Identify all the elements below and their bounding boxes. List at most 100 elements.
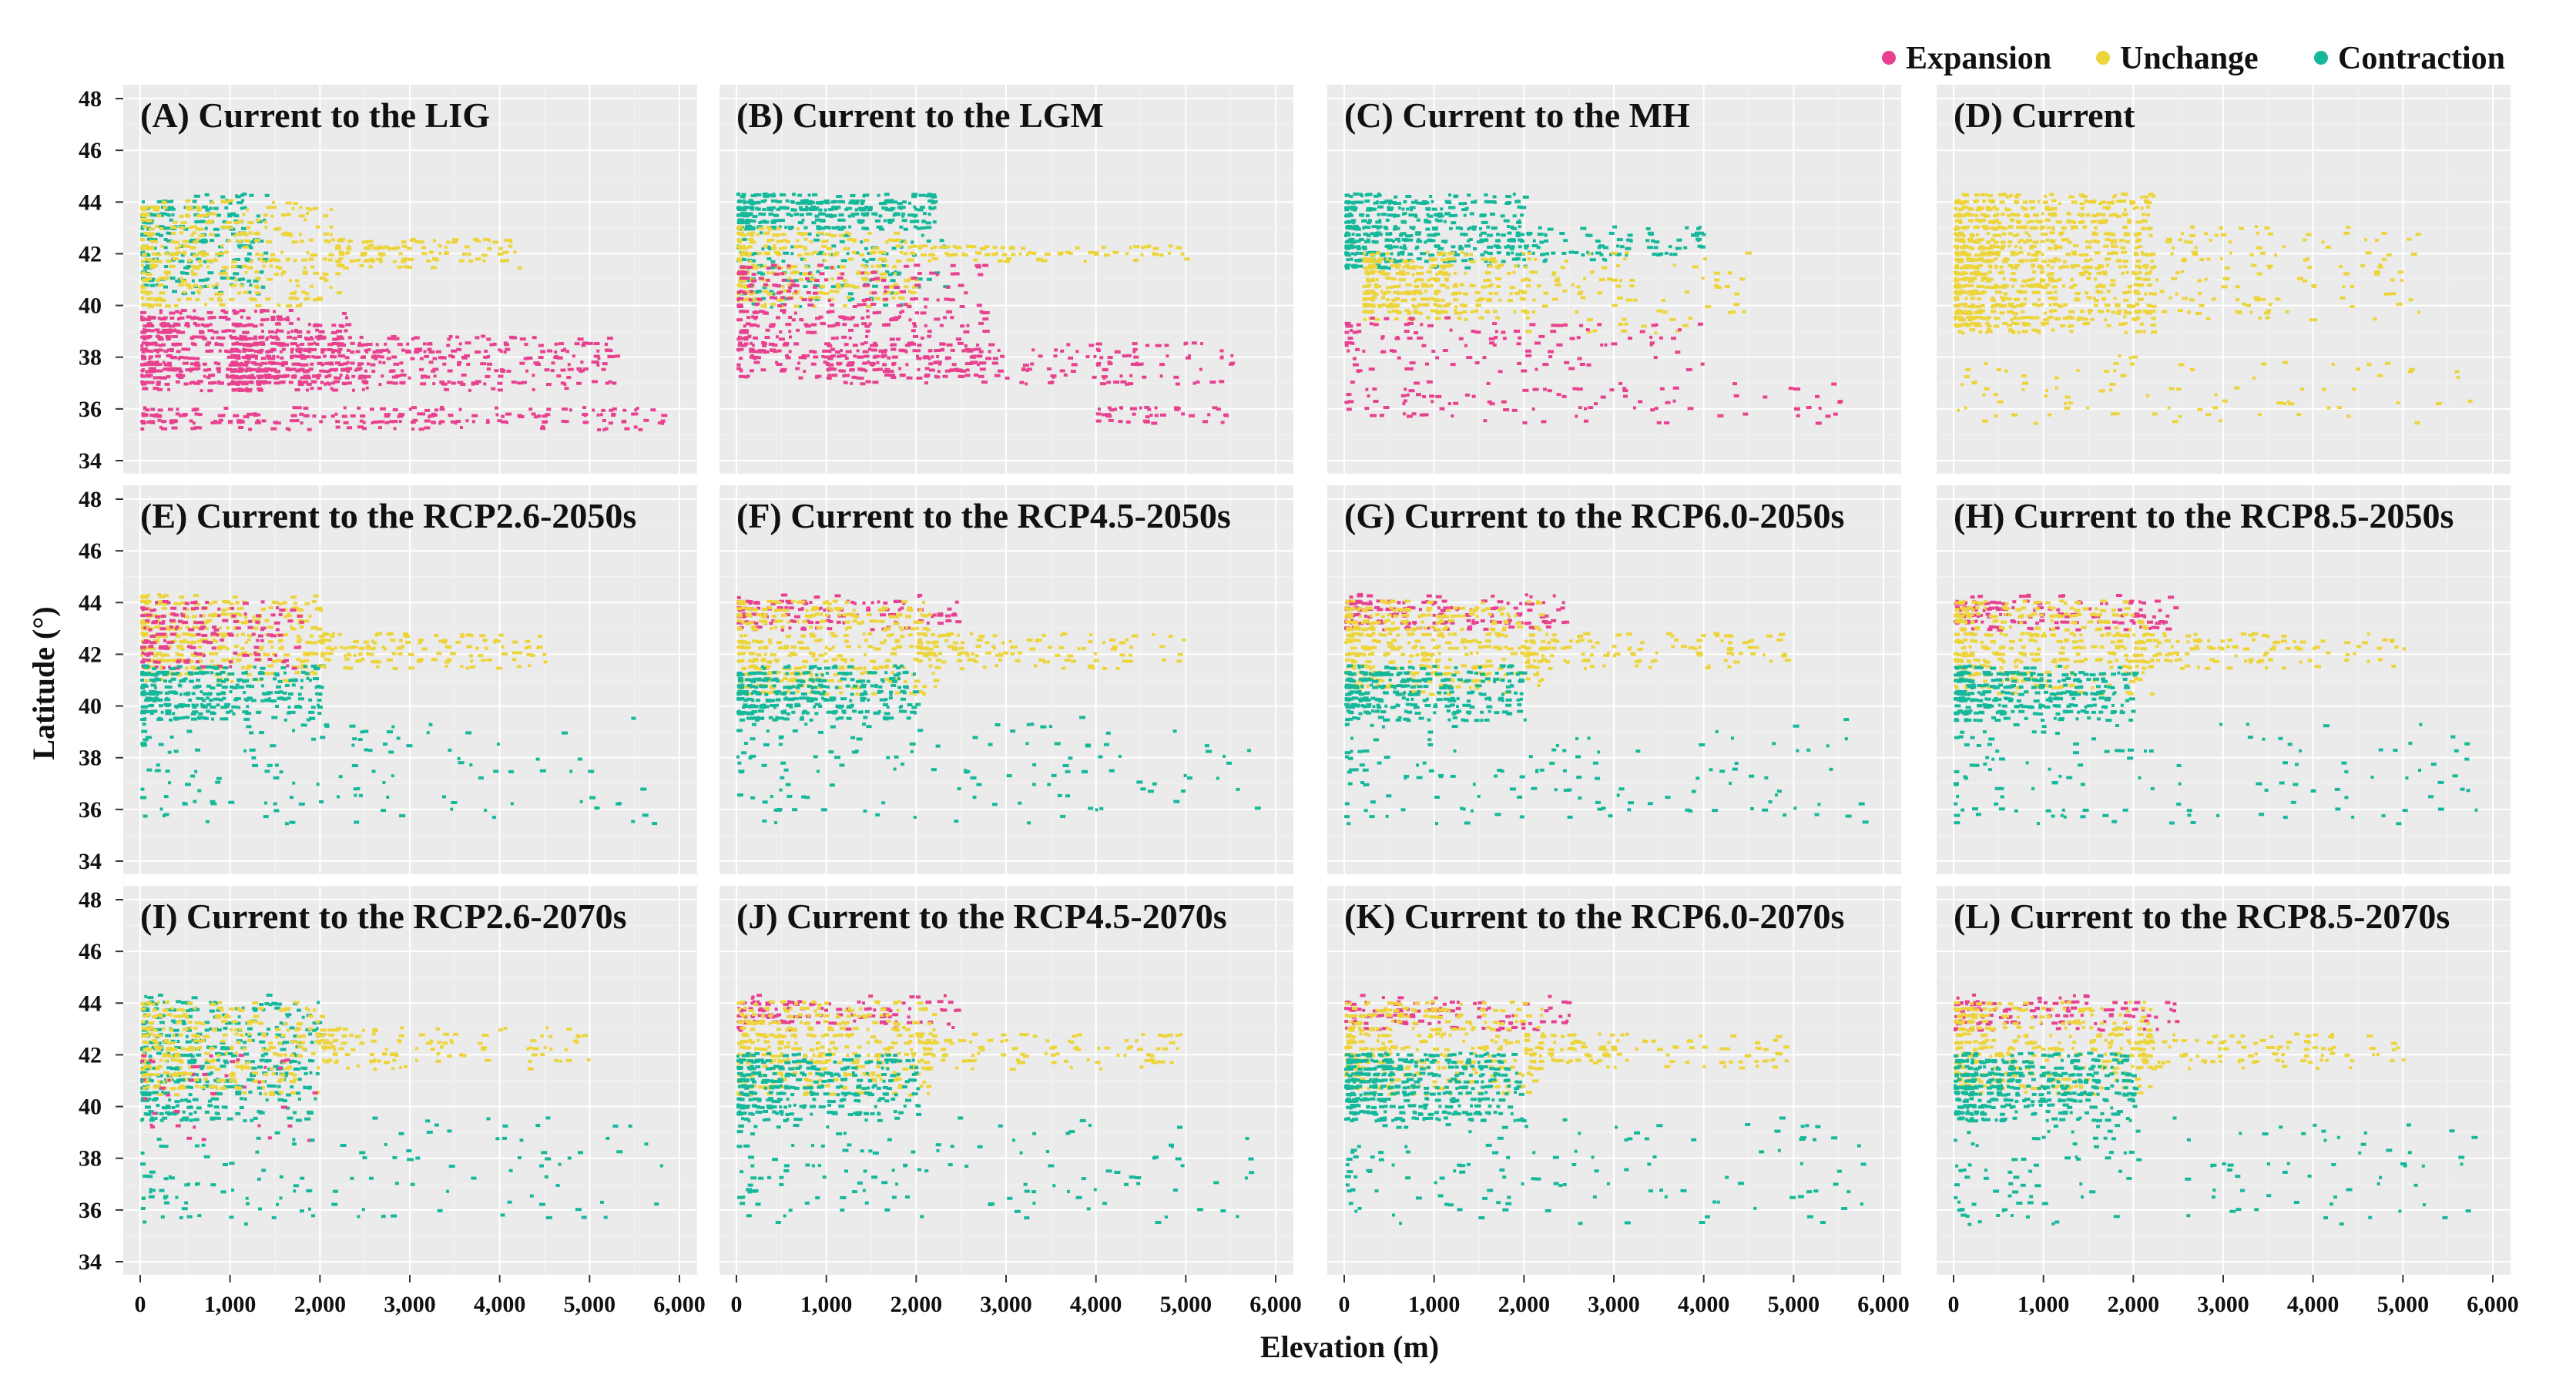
point-contraction [772,265,777,269]
point-expansion [238,420,245,424]
point-unchange [335,272,341,276]
point-contraction [765,194,770,198]
point-expansion [346,348,351,352]
point-unchange [1419,311,1424,315]
point-expansion [832,324,837,327]
point-expansion [946,310,952,313]
point-unchange [1526,284,1531,288]
point-expansion [660,419,666,423]
point-contraction [860,202,864,206]
point-expansion [532,374,535,377]
point-contraction [860,240,864,244]
point-expansion [273,361,279,365]
point-expansion [1503,408,1510,411]
point-expansion [447,381,451,384]
point-expansion [197,317,201,320]
point-unchange [1414,279,1417,283]
point-expansion [1447,402,1451,406]
point-unchange [2053,246,2058,250]
point-expansion [142,387,149,391]
point-expansion [870,348,877,352]
point-expansion [876,310,881,314]
point-unchange [984,245,990,249]
point-expansion [384,413,391,417]
point-contraction [1509,246,1514,250]
point-expansion [176,350,181,354]
point-unchange [1380,272,1385,276]
point-unchange [2007,232,2013,236]
point-unchange [1587,318,1593,322]
point-unchange [1589,270,1595,274]
point-expansion [280,356,284,360]
point-contraction [823,199,830,203]
point-contraction [770,206,776,210]
point-expansion [323,370,330,374]
point-expansion [538,344,544,347]
point-contraction [204,226,208,230]
point-expansion [271,375,277,379]
point-unchange [1390,264,1395,268]
point-expansion [146,421,151,424]
point-expansion [313,341,317,345]
point-expansion [544,368,550,372]
point-unchange [502,250,509,254]
point-contraction [1409,206,1416,210]
point-expansion [156,350,159,354]
point-expansion [224,316,228,319]
point-unchange [1005,257,1011,260]
point-expansion [884,290,887,293]
point-contraction [164,199,171,203]
point-contraction [1347,220,1352,224]
point-contraction [889,291,895,295]
point-expansion [1594,402,1598,406]
point-expansion [315,342,320,346]
point-expansion [457,360,462,364]
point-contraction [927,199,934,203]
point-unchange [826,246,833,250]
point-expansion [325,381,330,385]
point-expansion [1088,344,1095,347]
point-contraction [860,208,867,212]
point-unchange [1447,273,1451,277]
point-contraction [787,226,794,230]
point-expansion [612,354,615,358]
point-unchange [2101,270,2108,274]
point-contraction [1377,193,1382,197]
point-expansion [1365,387,1369,391]
point-expansion [327,374,331,377]
point-expansion [169,311,176,315]
point-unchange [1469,253,1474,256]
point-contraction [1458,202,1464,206]
point-expansion [386,357,391,360]
point-expansion [868,347,871,351]
point-contraction [750,194,757,197]
point-contraction [779,219,785,223]
point-expansion [634,408,638,412]
point-unchange [1958,231,1964,235]
point-expansion [849,363,854,367]
point-expansion [181,347,188,351]
point-expansion [428,342,433,345]
point-expansion [167,407,173,411]
point-expansion [967,349,973,353]
point-expansion [303,406,309,410]
point-contraction [1355,233,1361,237]
point-expansion [961,349,967,353]
point-expansion [988,350,991,354]
point-contraction [216,213,221,217]
point-expansion [865,329,870,333]
point-expansion [1070,370,1076,374]
point-contraction [1454,213,1458,217]
point-expansion [736,367,741,370]
point-contraction [1431,199,1434,203]
point-unchange [1411,303,1415,307]
point-unchange [1104,253,1110,257]
point-expansion [320,350,325,354]
point-contraction [917,208,924,212]
point-expansion [1564,360,1570,364]
point-expansion [309,336,313,340]
point-unchange [280,273,284,276]
point-contraction [761,297,766,300]
point-unchange [810,296,817,300]
point-expansion [1125,382,1130,386]
